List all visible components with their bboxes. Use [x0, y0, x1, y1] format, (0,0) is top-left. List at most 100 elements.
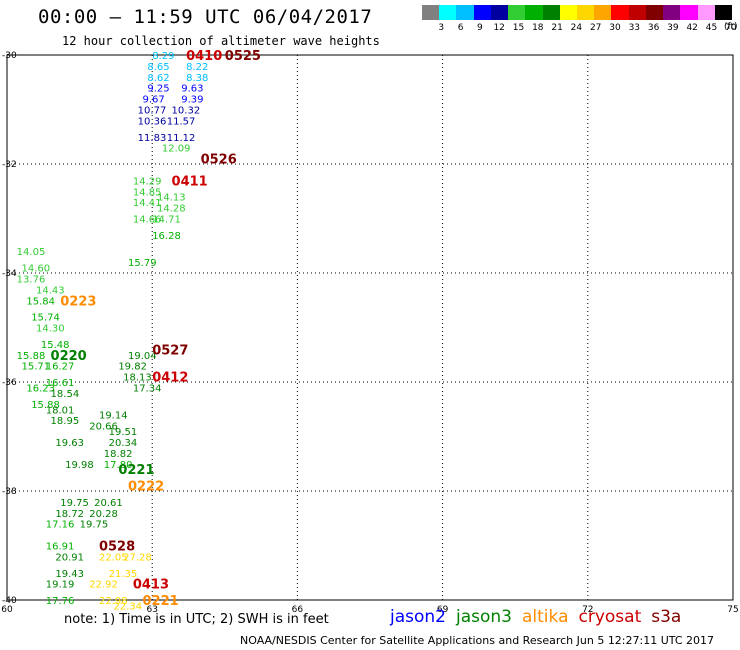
pass-time-label: 0525: [225, 49, 261, 64]
wave-height-value: 11.83: [138, 133, 167, 144]
wave-height-value: 15.71: [22, 362, 51, 373]
satellite-name-altika: altika: [522, 607, 569, 627]
wave-height-value: 19.14: [99, 411, 128, 422]
satellite-name-jason3: jason3: [456, 607, 512, 627]
legend-swatch: [576, 5, 595, 20]
wave-height-value: 19.75: [80, 520, 109, 531]
satellite-name-s3a: s3a: [651, 607, 682, 627]
wave-height-value: 16.91: [46, 542, 75, 553]
legend-swatch: [645, 5, 664, 20]
legend-unit: (ft): [724, 22, 738, 32]
wave-height-value: 16.28: [152, 231, 181, 242]
wave-height-value: 14.41: [133, 198, 162, 209]
wave-height-value: 14.71: [152, 215, 181, 226]
wave-height-value: 15.88: [31, 400, 60, 411]
wave-height-value: 17.76: [46, 596, 75, 607]
satellite-name-cryosat: cryosat: [578, 607, 642, 627]
legend-tick-label: 36: [647, 23, 660, 33]
legend-swatch: [628, 5, 646, 20]
lat-axis-label: -36: [2, 378, 17, 388]
wave-height-value: 20.28: [89, 509, 118, 520]
legend-swatch: [663, 5, 681, 20]
legend-tick-label: 42: [686, 23, 698, 33]
wave-height-value: 21.35: [109, 569, 138, 580]
legend-swatch: [714, 5, 732, 20]
pass-time-label: 0412: [152, 371, 188, 386]
wave-height-value: 14.85: [133, 187, 162, 198]
wave-height-value: 15.88: [17, 351, 46, 362]
legend-swatch: [473, 5, 491, 20]
lat-axis-label: -32: [2, 160, 17, 170]
legend-swatch: [422, 5, 440, 20]
wave-height-value: 9.63: [181, 84, 203, 95]
wave-height-value: 17.34: [133, 383, 162, 394]
wave-height-value: 22.98: [99, 596, 128, 607]
wave-height-value: 27.28: [123, 552, 152, 563]
pass-time-label: 0220: [51, 349, 87, 364]
wave-height-value: 14.28: [157, 204, 186, 215]
wave-height-value: 17.80: [104, 460, 133, 471]
lat-axis-label: -34: [2, 269, 17, 279]
wave-height-value: 15.48: [41, 340, 70, 351]
wave-height-value: 18.72: [55, 509, 84, 520]
legend-swatch: [490, 5, 509, 20]
wave-height-value: 19.82: [118, 362, 147, 373]
pass-time-label: 0221: [118, 463, 154, 478]
legend-tick-label: 30: [609, 23, 621, 33]
legend-tick-label: 9: [477, 23, 483, 33]
legend-tick-label: 12: [493, 23, 505, 33]
pass-time-label: 0411: [172, 174, 208, 189]
wave-height-value: 9.25: [147, 84, 169, 95]
wave-height-value: 20.66: [89, 422, 118, 433]
wave-height-value: 22.34: [113, 601, 142, 612]
wave-height-value: 14.66: [133, 215, 162, 226]
wave-height-value: 15.74: [31, 313, 60, 324]
wave-height-value: 8.38: [186, 73, 208, 84]
satellite-name-jason2: jason2: [390, 607, 446, 627]
wave-height-value: 13.76: [17, 274, 46, 285]
wave-height-value: 9.67: [143, 95, 165, 106]
color-legend: 3 6 9 12 15 18 21 24 27 30 33 36 39 42 45 70 (ft): [422, 5, 738, 45]
wave-height-value: 19.04: [128, 351, 157, 362]
legend-tick-label: 24: [570, 23, 583, 33]
legend-swatch: [697, 5, 715, 20]
pass-time-label: 0221: [143, 594, 179, 609]
page-subtitle: 12 hour collection of altimeter wave hei…: [62, 34, 380, 48]
legend-tick-label: 6: [457, 23, 464, 33]
wave-height-value: 17.16: [46, 520, 75, 531]
wave-height-value: 11.12: [167, 133, 196, 144]
wave-height-value: 16.23: [26, 383, 55, 394]
pass-time-label: 0222: [128, 480, 164, 495]
legend-swatches: [422, 5, 732, 20]
wave-height-value: 20.34: [109, 438, 138, 449]
legend-swatch: [542, 5, 560, 20]
wave-height-value: 18.54: [51, 389, 80, 400]
legend-swatch: [680, 5, 698, 20]
wave-height-value: 19.75: [60, 498, 89, 509]
wave-height-value: 14.30: [36, 324, 65, 335]
lon-axis-label: 63: [146, 605, 157, 615]
legend-ticks: 3 6 9 12 15 18 21 24 27 30 33 36 39 42 45 70: [422, 20, 736, 34]
legend-swatch: [439, 5, 457, 20]
legend-swatch: [611, 5, 629, 20]
legend-swatch: [525, 5, 543, 20]
lat-axis-label: -38: [2, 487, 17, 497]
legend-tick-label: 15: [512, 23, 525, 33]
wave-height-value: 19.63: [55, 438, 84, 449]
legend-tick-label: 39: [667, 23, 679, 33]
wave-height-value: 14.13: [157, 193, 186, 204]
legend-tick-label: 3: [438, 23, 445, 33]
pass-time-label: 0413: [133, 578, 169, 593]
lat-axis-label: -40: [2, 596, 17, 606]
pass-time-label: 0410: [186, 49, 222, 64]
legend-tick-label: 45: [705, 23, 718, 33]
wave-height-value: 8.29: [152, 51, 174, 62]
wave-height-value: 14.05: [17, 247, 46, 258]
legend-swatch: [594, 5, 612, 20]
lat-axis-label: -30: [2, 51, 17, 61]
legend-tick-label: 21: [551, 23, 563, 33]
wave-height-value: 16.61: [46, 378, 75, 389]
wave-height-value: 18.82: [104, 449, 133, 460]
